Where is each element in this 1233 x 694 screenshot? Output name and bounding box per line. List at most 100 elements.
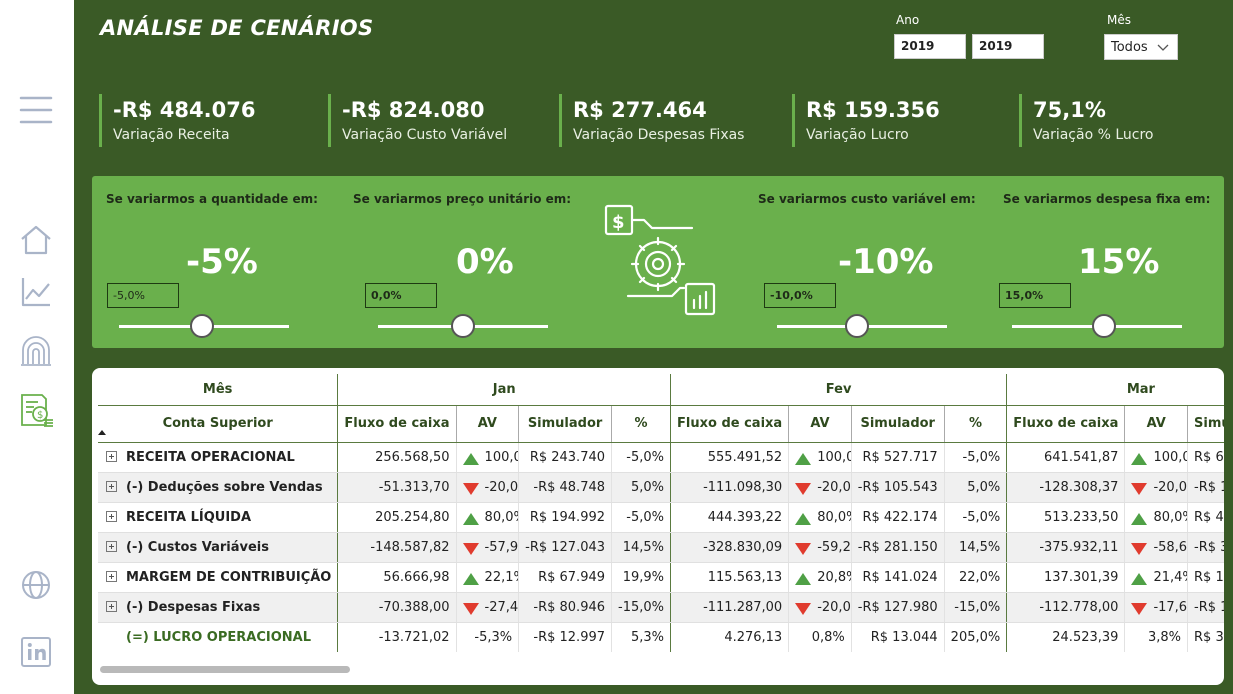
cell-value: 80,0% xyxy=(1153,509,1187,525)
expand-plus-icon[interactable] xyxy=(106,540,117,552)
cell-fluxo-de-caixa: 137.301,39 xyxy=(1006,562,1125,593)
cell-value: 100,0% xyxy=(1153,449,1187,465)
col-av[interactable]: AV xyxy=(455,405,519,443)
cell-av: 100,0% xyxy=(1124,442,1188,473)
sort-ascending-icon[interactable] xyxy=(98,430,106,435)
slider-knob[interactable] xyxy=(845,314,870,338)
account-cell: RECEITA LÍQUIDA xyxy=(98,502,338,533)
cell-simulador: R$ 3 xyxy=(1187,622,1224,652)
horizontal-scrollbar[interactable] xyxy=(100,666,350,673)
col-fluxo-de-caixa[interactable]: Fluxo de caixa xyxy=(1006,405,1125,443)
cell-value: -20,0% xyxy=(817,599,851,615)
slider-custo-variavel: Se variarmos custo variável em: -10% -10… xyxy=(758,176,978,348)
cell-value: 513.233,50 xyxy=(1044,509,1119,525)
cell-value: 5,0% xyxy=(630,479,665,495)
table-row[interactable]: RECEITA OPERACIONAL 256.568,50 100,0% R$ 24… xyxy=(98,442,1224,473)
hamburger-icon[interactable] xyxy=(18,92,54,128)
slider-value-input[interactable]: 15,0% xyxy=(999,283,1071,308)
cell-value: -112.778,00 xyxy=(1039,599,1119,615)
chevron-down-icon xyxy=(1157,41,1169,53)
col-simulador[interactable]: Simulador xyxy=(1187,405,1224,443)
cell-percent: -15,0% xyxy=(611,592,671,623)
slider-knob[interactable] xyxy=(189,314,214,338)
cell-percent: -5,0% xyxy=(943,502,1007,533)
month-select[interactable]: Todos xyxy=(1104,34,1178,60)
cell-percent: -15,0% xyxy=(943,592,1007,623)
slider-knob[interactable] xyxy=(1092,314,1116,338)
cell-fluxo-de-caixa: -51.313,70 xyxy=(337,472,457,503)
cell-percent: 14,5% xyxy=(611,532,671,563)
slider-value-input[interactable]: 0,0% xyxy=(365,283,437,308)
cell-value: R$ 16 xyxy=(1194,569,1224,585)
expand-plus-icon[interactable] xyxy=(106,480,117,492)
expand-plus-icon[interactable] xyxy=(106,600,117,612)
cell-value: -5,3% xyxy=(474,629,513,645)
account-label: MARGEM DE CONTRIBUIÇÃO xyxy=(126,569,332,585)
table-row[interactable]: RECEITA LÍQUIDA 205.254,80 80,0% R$ 194.992… xyxy=(98,502,1224,533)
line-chart-icon[interactable] xyxy=(18,274,54,310)
linkedin-icon[interactable] xyxy=(18,634,54,670)
cell-value: 205,0% xyxy=(950,629,1001,645)
home-icon[interactable] xyxy=(18,222,54,258)
slider-knob[interactable] xyxy=(451,314,475,338)
cell-value: -R$ 12.997 xyxy=(533,629,606,645)
cell-simulador: -R$ 12.997 xyxy=(518,622,612,652)
kpi-variacao-lucro: R$ 159.356 Variação Lucro xyxy=(792,94,940,147)
table-row[interactable]: (=) LUCRO OPERACIONAL -13.721,02 -5,3% -R$ … xyxy=(98,622,1224,652)
triangle-up-icon xyxy=(1131,452,1148,465)
cell-simulador: R$ 16 xyxy=(1187,562,1224,593)
col-percent[interactable]: % xyxy=(943,405,1007,443)
table-row[interactable]: MARGEM DE CONTRIBUIÇÃO 56.666,98 22,1% R$ 6… xyxy=(98,562,1224,593)
matrix-table: Mês Jan Fev Mar Conta Superior Fluxo de … xyxy=(98,374,1224,652)
table-row[interactable]: (-) Custos Variáveis -148.587,82 -57,9% -R$… xyxy=(98,532,1224,563)
fingerprint-icon[interactable] xyxy=(18,332,54,368)
account-header[interactable]: Conta Superior xyxy=(98,405,338,443)
col-fluxo-de-caixa[interactable]: Fluxo de caixa xyxy=(670,405,789,443)
cell-value: -111.287,00 xyxy=(703,599,783,615)
col-fluxo-de-caixa[interactable]: Fluxo de caixa xyxy=(337,405,457,443)
cell-percent: 19,9% xyxy=(611,562,671,593)
financial-report-icon[interactable]: $ xyxy=(18,392,54,428)
cell-simulador: R$ 422.174 xyxy=(850,502,945,533)
cell-fluxo-de-caixa: -112.778,00 xyxy=(1006,592,1125,623)
expand-plus-icon[interactable] xyxy=(106,510,117,522)
cell-value: -51.313,70 xyxy=(378,479,450,495)
cell-value: -R$ 32 xyxy=(1194,539,1224,555)
expand-plus-icon[interactable] xyxy=(106,450,117,462)
expand-plus-icon[interactable] xyxy=(106,570,117,582)
kpi-value: R$ 159.356 xyxy=(806,98,940,122)
slider-value-input[interactable]: -10,0% xyxy=(764,283,836,308)
slider-value-input[interactable]: -5,0% xyxy=(107,283,179,308)
globe-icon[interactable] xyxy=(18,567,54,603)
month-fev-header: Fev xyxy=(670,374,1007,406)
col-av[interactable]: AV xyxy=(1124,405,1188,443)
col-av[interactable]: AV xyxy=(788,405,852,443)
cell-percent: 5,0% xyxy=(611,472,671,503)
year-from-input[interactable]: 2019 xyxy=(894,34,966,59)
year-to-input[interactable]: 2019 xyxy=(972,34,1044,59)
account-cell: (-) Custos Variáveis xyxy=(98,532,338,563)
col-simulador[interactable]: Simulador xyxy=(518,405,612,443)
cell-percent: -5,0% xyxy=(611,442,671,473)
cell-av: -27,4% xyxy=(455,592,519,623)
matrix-card: Mês Jan Fev Mar Conta Superior Fluxo de … xyxy=(92,368,1224,685)
col-percent[interactable]: % xyxy=(611,405,671,443)
cell-value: -111.098,30 xyxy=(703,479,783,495)
table-row[interactable]: (-) Deduções sobre Vendas -51.313,70 -20,0… xyxy=(98,472,1224,503)
cell-percent: -5,0% xyxy=(611,502,671,533)
cell-simulador: R$ 60 xyxy=(1187,442,1224,473)
table-row[interactable]: (-) Despesas Fixas -70.388,00 -27,4% -R$ 80… xyxy=(98,592,1224,623)
cell-value: -128.308,37 xyxy=(1039,479,1119,495)
cell-av: 22,1% xyxy=(455,562,519,593)
cell-fluxo-de-caixa: 205.254,80 xyxy=(337,502,457,533)
cell-av: 0,8% xyxy=(788,622,852,652)
cell-simulador: -R$ 127.980 xyxy=(850,592,945,623)
col-simulador[interactable]: Simulador xyxy=(850,405,945,443)
slider-big-value: -10% xyxy=(838,242,934,282)
cell-value: -R$ 48.748 xyxy=(533,479,606,495)
slider-despesa-fixa: Se variarmos despesa fixa em: 15% 15,0% xyxy=(999,176,1222,348)
cell-value: -15,0% xyxy=(954,599,1001,615)
cell-value: R$ 422.174 xyxy=(862,509,938,525)
cell-value: R$ 527.717 xyxy=(862,449,938,465)
cell-value: R$ 67.949 xyxy=(538,569,606,585)
